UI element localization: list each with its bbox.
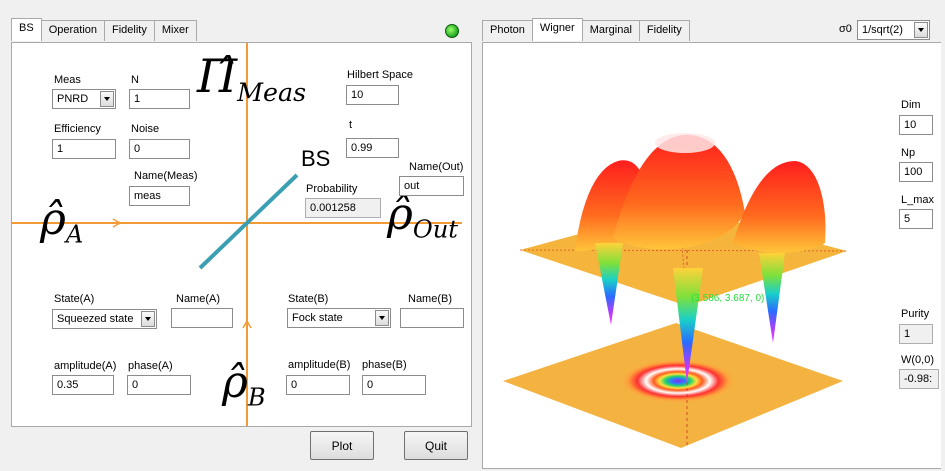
rho-b-symbol: ρ̂B — [222, 361, 266, 410]
hilbert-space-input[interactable]: 10 — [346, 85, 399, 105]
wigner-panel: (3.586, 3.687, 0) Dim 10 Np 100 L_max 5 … — [482, 42, 941, 469]
efficiency-label: Efficiency — [54, 123, 101, 135]
lmax-input[interactable]: 5 — [899, 209, 933, 229]
amplitude-b-label: amplitude(B) — [288, 359, 351, 371]
hilbert-space-label: Hilbert Space — [347, 69, 414, 81]
amplitude-b-input[interactable]: 0 — [286, 375, 350, 395]
rho-out-hat: ρ̂ — [387, 189, 413, 240]
rho-b-hat: ρ̂ — [222, 357, 248, 408]
dim-label: Dim — [901, 99, 921, 111]
pi-meas-symbol: Π̂Meas — [197, 53, 306, 105]
phase-a-input[interactable]: 0 — [127, 375, 191, 395]
tab-fidelity-right[interactable]: Fidelity — [638, 20, 690, 41]
rho-a-symbol: ρ̂A — [40, 198, 83, 247]
quit-button[interactable]: Quit — [404, 431, 468, 460]
dim-input[interactable]: 10 — [899, 115, 933, 135]
phase-b-input[interactable]: 0 — [362, 375, 426, 395]
w00-output: -0.98: — [899, 369, 939, 389]
wigner-3d-plot: (3.586, 3.687, 0) — [503, 133, 848, 448]
purity-label: Purity — [901, 308, 930, 320]
chevron-down-icon[interactable] — [375, 310, 389, 326]
name-a-label: Name(A) — [176, 293, 221, 305]
spike-center — [673, 268, 703, 383]
tab-operation[interactable]: Operation — [40, 20, 105, 41]
tab-mixer[interactable]: Mixer — [153, 20, 197, 41]
tab-fidelity[interactable]: Fidelity — [104, 20, 155, 41]
probability-label: Probability — [306, 183, 358, 195]
arrow-b-icon — [242, 319, 252, 329]
rho-out-sub: Out — [412, 215, 459, 244]
np-label: Np — [901, 147, 916, 159]
peak-center — [613, 134, 745, 250]
state-a-label: State(A) — [54, 293, 95, 305]
n-label: N — [131, 74, 139, 86]
lmax-label: L_max — [901, 194, 935, 206]
t-input[interactable]: 0.99 — [346, 138, 399, 158]
amplitude-a-label: amplitude(A) — [54, 360, 117, 372]
name-b-input[interactable] — [400, 308, 464, 328]
phase-a-label: phase(A) — [128, 360, 173, 372]
name-b-label: Name(B) — [408, 293, 453, 305]
np-input[interactable]: 100 — [899, 162, 933, 182]
tab-photon[interactable]: Photon — [482, 20, 533, 41]
chevron-down-icon[interactable] — [141, 311, 155, 327]
tab-wigner[interactable]: Wigner — [531, 18, 583, 41]
amplitude-a-input[interactable]: 0.35 — [52, 375, 114, 395]
name-a-input[interactable] — [171, 308, 233, 328]
chevron-down-icon[interactable] — [914, 22, 928, 38]
probability-output: 0.001258 — [305, 198, 381, 218]
left-tabbar: BS Operation Fidelity Mixer — [11, 18, 197, 42]
tab-marginal[interactable]: Marginal — [581, 20, 640, 41]
bs-diagram — [12, 43, 462, 426]
projection-rings — [620, 359, 736, 403]
noise-input[interactable]: 0 — [129, 139, 190, 159]
plot-button[interactable]: Plot — [310, 431, 374, 460]
peak-center-rim — [655, 133, 715, 153]
state-b-select-value: Fock state — [292, 312, 343, 324]
state-a-select[interactable]: Squeezed state — [52, 309, 157, 329]
meas-select-value: PNRD — [57, 93, 89, 105]
right-tabbar: Photon Wigner Marginal Fidelity — [482, 18, 690, 42]
sigma-select-value: 1/sqrt(2) — [862, 24, 903, 36]
efficiency-input[interactable]: 1 — [52, 139, 116, 159]
bs-panel: Π̂Meas ρ̂A ρ̂Out ρ̂B BS Meas PNRD N 1 Ef… — [11, 42, 472, 427]
w00-label: W(0,0) — [901, 354, 934, 366]
rho-b-sub: B — [247, 383, 266, 412]
phase-b-label: phase(B) — [362, 359, 407, 371]
bs-label: BS — [301, 146, 331, 171]
status-indicator-icon — [445, 24, 459, 38]
tab-bs[interactable]: BS — [11, 18, 42, 41]
plot-annotation: (3.586, 3.687, 0) — [691, 293, 764, 304]
arrow-a-icon — [112, 218, 122, 228]
noise-label: Noise — [131, 123, 160, 135]
name-out-label: Name(Out) — [409, 161, 464, 173]
meas-label: Meas — [54, 74, 81, 86]
chevron-down-icon[interactable] — [100, 91, 114, 107]
t-label: t — [349, 119, 353, 131]
purity-output: 1 — [899, 324, 933, 344]
name-meas-label: Name(Meas) — [134, 170, 198, 182]
sigma-label: σ0 — [839, 23, 852, 35]
rho-a-sub: A — [65, 220, 84, 249]
name-meas-input[interactable]: meas — [129, 186, 190, 206]
rho-out-symbol: ρ̂Out — [387, 193, 458, 242]
peak-right — [733, 161, 826, 253]
pi-hat: Π̂ — [197, 49, 238, 103]
pi-sub: Meas — [237, 77, 307, 107]
spike-right — [759, 253, 785, 343]
name-out-input[interactable]: out — [399, 176, 464, 196]
rho-a-hat: ρ̂ — [40, 194, 66, 245]
meas-select[interactable]: PNRD — [52, 89, 116, 109]
beam-splitter — [198, 173, 299, 270]
state-b-select[interactable]: Fock state — [287, 308, 391, 328]
state-a-select-value: Squeezed state — [57, 313, 134, 325]
state-b-label: State(B) — [288, 293, 329, 305]
spike-left — [595, 243, 623, 325]
n-input[interactable]: 1 — [129, 89, 190, 109]
sigma-select[interactable]: 1/sqrt(2) — [857, 20, 930, 40]
